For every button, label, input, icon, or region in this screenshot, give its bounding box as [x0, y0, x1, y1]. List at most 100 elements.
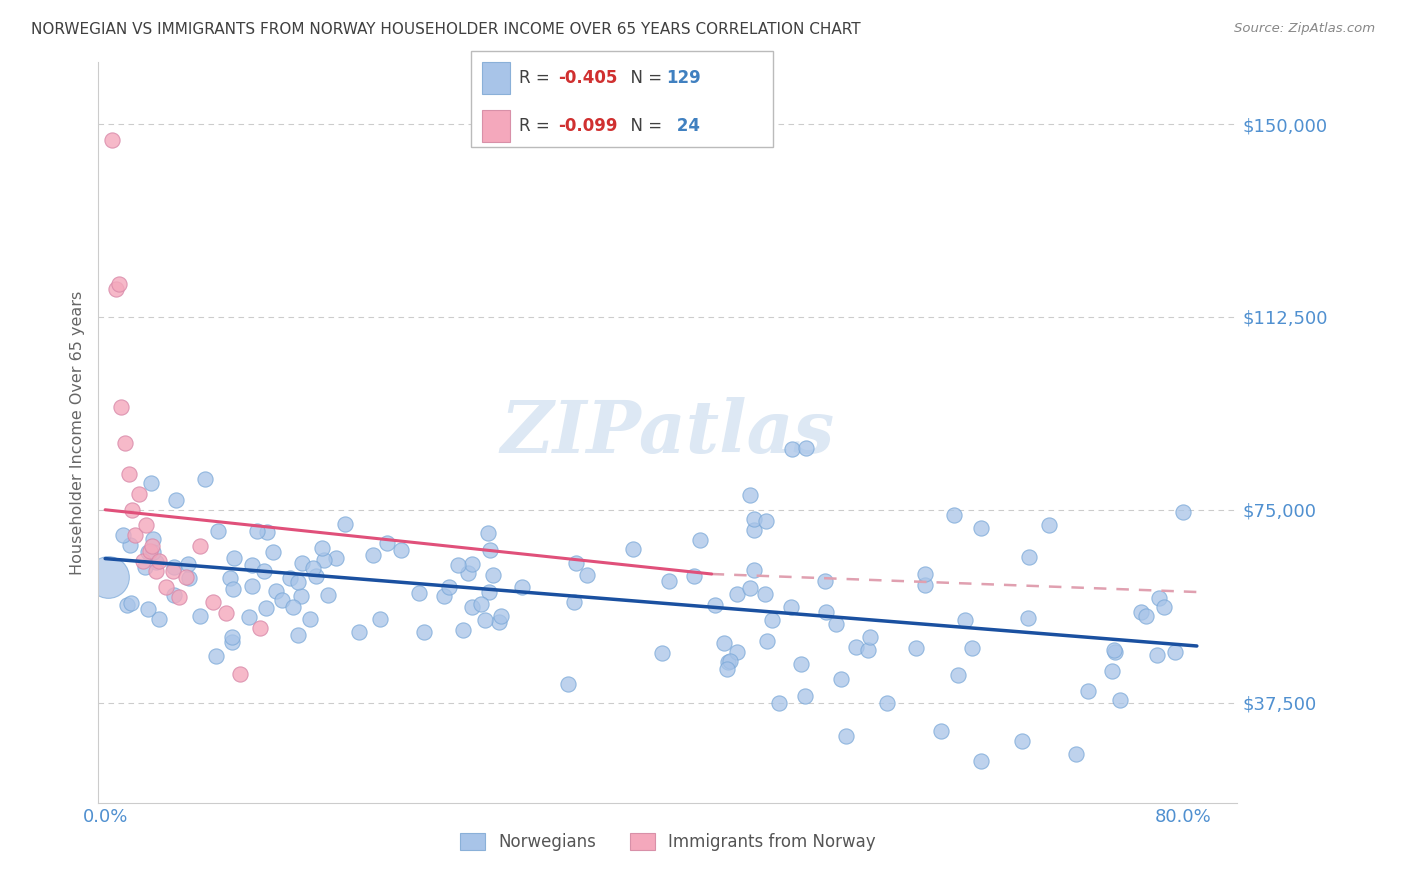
Point	[794, 441, 817, 455]
Point	[101, 132, 124, 146]
Point	[970, 521, 993, 535]
Point	[683, 569, 706, 583]
Point	[955, 613, 977, 627]
Point	[145, 565, 167, 579]
Point	[148, 554, 170, 568]
Point	[305, 569, 328, 583]
Point	[145, 555, 167, 569]
Point	[562, 595, 585, 609]
Text: NORWEGIAN VS IMMIGRANTS FROM NORWAY HOUSEHOLDER INCOME OVER 65 YEARS CORRELATION: NORWEGIAN VS IMMIGRANTS FROM NORWAY HOUS…	[31, 22, 860, 37]
Point	[1164, 645, 1187, 659]
Point	[97, 569, 120, 583]
Point	[780, 599, 803, 614]
Point	[142, 545, 165, 559]
Point	[249, 621, 271, 635]
Point	[768, 696, 790, 710]
Point	[118, 467, 141, 481]
Point	[256, 525, 278, 540]
Point	[110, 400, 132, 414]
Point	[814, 605, 837, 619]
Point	[253, 564, 276, 578]
Text: N =: N =	[620, 117, 668, 135]
Text: 24: 24	[671, 117, 700, 135]
Point	[830, 673, 852, 687]
Point	[457, 566, 479, 580]
Point	[302, 561, 325, 575]
Point	[720, 654, 742, 668]
Text: -0.099: -0.099	[558, 117, 617, 135]
Point	[793, 689, 815, 703]
Point	[219, 571, 242, 585]
Point	[287, 574, 309, 589]
Point	[138, 544, 160, 558]
Point	[229, 667, 252, 681]
Text: R =: R =	[519, 117, 555, 135]
Point	[298, 612, 321, 626]
Point	[738, 581, 761, 595]
Point	[1038, 518, 1060, 533]
Point	[482, 568, 505, 582]
Point	[204, 649, 226, 664]
Point	[278, 571, 301, 585]
Point	[876, 696, 898, 710]
Point	[347, 624, 370, 639]
Point	[316, 588, 339, 602]
Point	[240, 558, 263, 573]
Point	[914, 578, 936, 592]
Point	[163, 589, 186, 603]
Point	[474, 613, 496, 627]
Point	[121, 502, 143, 516]
Point	[246, 524, 269, 538]
Point	[1146, 648, 1168, 662]
Point	[1077, 683, 1099, 698]
Point	[107, 277, 129, 291]
Point	[725, 587, 748, 601]
Point	[477, 525, 499, 540]
Point	[845, 640, 868, 654]
Point	[375, 536, 398, 550]
Point	[136, 544, 159, 558]
Point	[1147, 591, 1170, 606]
Point	[742, 512, 765, 526]
Point	[1129, 605, 1152, 619]
Point	[1153, 599, 1175, 614]
Point	[207, 524, 229, 539]
Point	[240, 579, 263, 593]
Point	[188, 608, 211, 623]
Point	[835, 729, 858, 743]
Point	[453, 623, 475, 637]
Point	[461, 600, 484, 615]
Point	[565, 556, 588, 570]
Point	[1104, 645, 1126, 659]
Point	[221, 635, 243, 649]
Point	[132, 554, 155, 568]
Point	[124, 528, 146, 542]
Point	[742, 563, 765, 577]
Point	[222, 551, 245, 566]
Point	[148, 612, 170, 626]
Point	[155, 580, 177, 594]
Y-axis label: Householder Income Over 65 years: Householder Income Over 65 years	[70, 291, 86, 574]
Point	[165, 493, 187, 508]
Point	[470, 597, 492, 611]
Point	[222, 582, 245, 596]
Point	[433, 589, 456, 603]
Point	[761, 614, 783, 628]
Point	[755, 633, 778, 648]
Point	[118, 538, 141, 552]
Point	[814, 574, 837, 589]
Point	[621, 542, 644, 557]
Point	[1064, 747, 1087, 761]
Point	[134, 559, 156, 574]
Point	[413, 624, 436, 639]
Point	[651, 646, 673, 660]
Point	[262, 545, 284, 559]
Legend: Norwegians, Immigrants from Norway: Norwegians, Immigrants from Norway	[453, 826, 883, 857]
Point	[716, 662, 738, 676]
Point	[576, 568, 599, 582]
Text: -0.405: -0.405	[558, 69, 617, 87]
Point	[704, 598, 727, 612]
Text: ZIPatlas: ZIPatlas	[501, 397, 835, 468]
Point	[790, 657, 813, 671]
Point	[962, 641, 984, 656]
